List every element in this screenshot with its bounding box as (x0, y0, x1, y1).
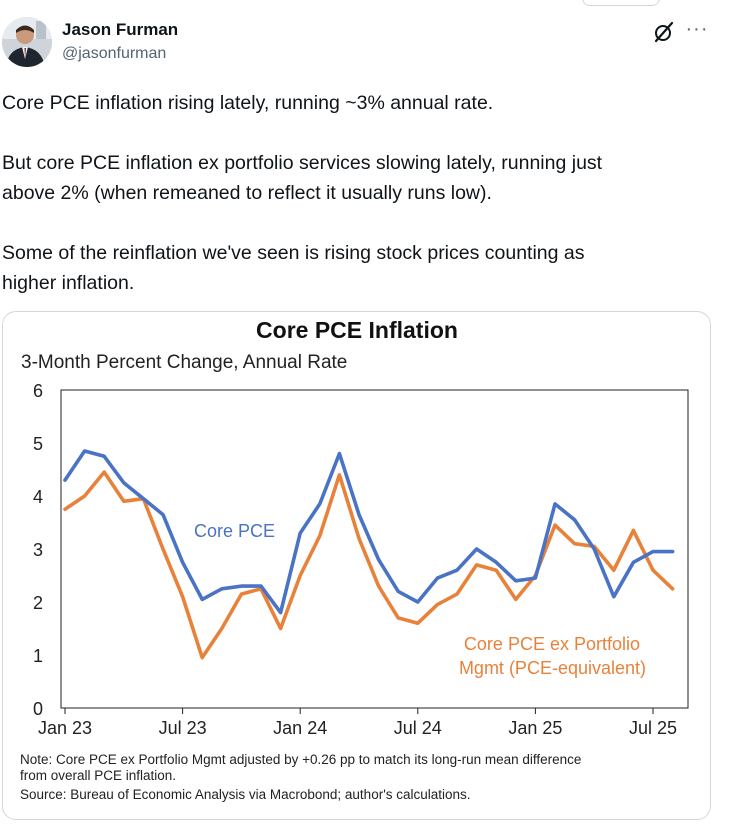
annotation-ex-portfolio-line2: Mgmt (PCE-equivalent) (459, 658, 646, 678)
y-tick-label: 2 (33, 593, 43, 613)
author-name[interactable]: Jason Furman (62, 20, 179, 39)
chart-source: Source: Bureau of Economic Analysis via … (20, 787, 471, 802)
y-tick-label: 3 (33, 540, 43, 560)
chart-note-line1: Note: Core PCE ex Portfolio Mgmt adjuste… (20, 752, 581, 767)
y-tick-label: 5 (33, 434, 43, 454)
x-tick-label: Jan 25 (508, 718, 562, 738)
plot-area (60, 389, 689, 709)
annotation-core-pce: Core PCE (194, 521, 275, 541)
chart-note-line2: from overall PCE inflation. (20, 768, 176, 783)
y-tick-label: 4 (33, 487, 43, 507)
tweet-paragraph: Some of the reinflation we've seen is ri… (2, 242, 585, 294)
author-handle[interactable]: @jasonfurman (62, 45, 167, 62)
y-tick-label: 6 (33, 381, 43, 401)
x-tick-label: Jul 24 (394, 718, 442, 738)
avatar[interactable] (2, 17, 52, 67)
series-line-core-pce-ex-portfolio (63, 470, 675, 660)
grok-icon[interactable] (652, 20, 676, 44)
tweet-text: Core PCE inflation rising lately, runnin… (2, 88, 712, 328)
y-tick-label: 1 (33, 646, 43, 666)
y-tick-label: 0 (33, 699, 43, 719)
chart-svg: Core PCE Inflation 3-Month Percent Chang… (20, 317, 689, 802)
series-line-core-pce (63, 449, 675, 615)
chart-subtitle: 3-Month Percent Change, Annual Rate (21, 352, 347, 373)
chart-title: Core PCE Inflation (256, 317, 458, 343)
top-pill (582, 0, 660, 6)
x-tick-label: Jul 25 (629, 718, 677, 738)
tweet-paragraph: But core PCE inflation ex portfolio serv… (2, 152, 603, 204)
more-icon[interactable]: ··· (685, 18, 709, 40)
tweet-media-chart[interactable]: Core PCE Inflation 3-Month Percent Chang… (2, 311, 711, 820)
tweet-paragraph: Core PCE inflation rising lately, runnin… (2, 92, 494, 114)
x-tick-label: Jan 24 (273, 718, 327, 738)
avatar-image (2, 17, 52, 67)
x-tick-label: Jan 23 (38, 718, 92, 738)
annotation-ex-portfolio-line1: Core PCE ex Portfolio (464, 634, 640, 654)
x-tick-label: Jul 23 (159, 718, 207, 738)
